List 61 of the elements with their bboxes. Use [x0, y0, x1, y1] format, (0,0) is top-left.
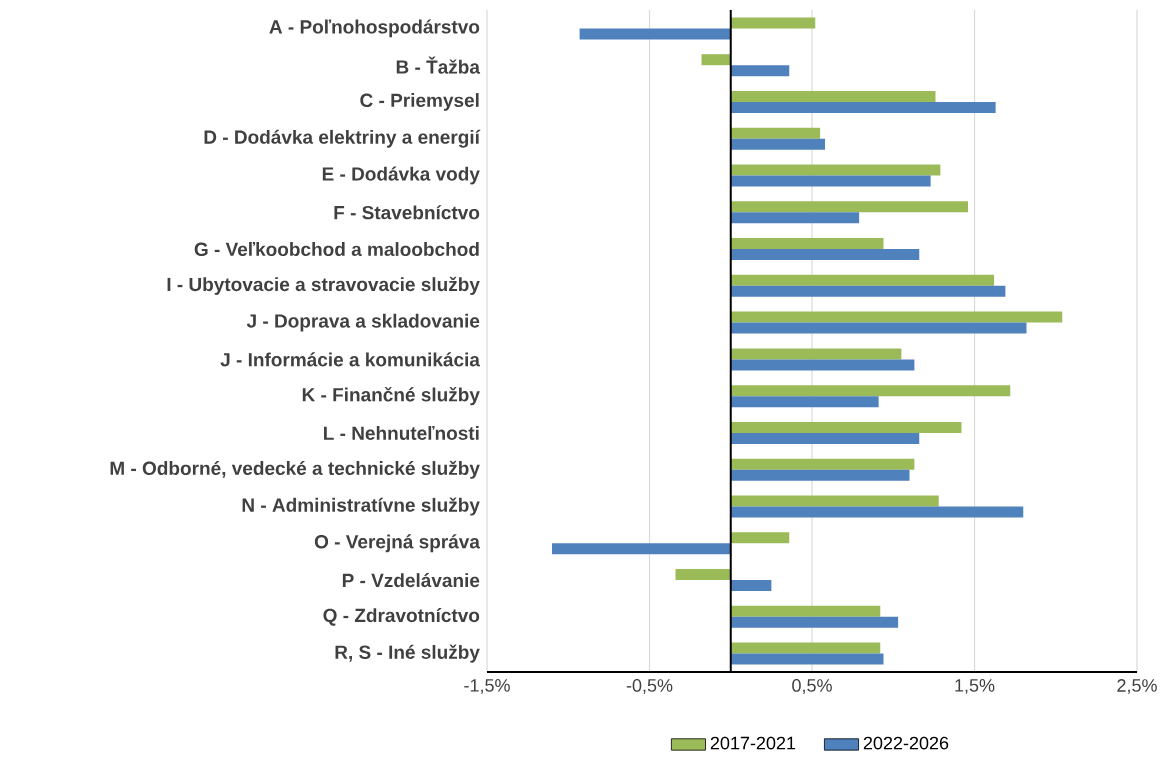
- bar: [730, 101, 996, 113]
- bar: [730, 469, 910, 481]
- y-tick-label: D - Dodávka elektriny a energií: [204, 129, 481, 148]
- y-tick-label: M - Odborné, vedecké a technické služby: [110, 460, 480, 479]
- bar: [730, 17, 816, 29]
- y-tick-label: A - Poľnohospodárstvo: [269, 19, 480, 38]
- bar: [730, 138, 825, 150]
- bar: [730, 432, 920, 444]
- bar: [730, 65, 790, 77]
- bar: [730, 164, 941, 176]
- bar: [730, 385, 1011, 397]
- bar: [730, 127, 821, 139]
- y-tick-label: O - Verejná správa: [314, 534, 481, 553]
- legend-label: 2017-2021: [710, 736, 796, 750]
- bar: [552, 543, 731, 555]
- y-tick-label: G - Veľkoobchod a maloobchod: [194, 242, 479, 257]
- bar: [730, 506, 1024, 518]
- legend-label: 2022-2026: [863, 736, 949, 750]
- bar: [730, 348, 902, 360]
- bar: [730, 201, 969, 213]
- y-tick-label: C - Priemysel: [360, 93, 479, 111]
- bar: [730, 642, 881, 654]
- y-tick-label: J - Doprava a skladovanie: [246, 313, 480, 332]
- bar: [701, 54, 731, 66]
- y-tick-label: R, S - Iné služby: [335, 644, 480, 663]
- bar: [730, 311, 1063, 323]
- x-tick-label: 0,5%: [792, 679, 832, 694]
- bar: [730, 285, 1006, 297]
- y-tick-label: P - Vzdelávanie: [342, 573, 480, 588]
- bar: [730, 616, 899, 628]
- y-tick-label: J - Informácie a komunikácia: [220, 352, 481, 367]
- bar: [730, 421, 962, 433]
- y-tick-label: N - Administratívne služby: [242, 497, 480, 516]
- y-tick-label: Q - Zdravotníctvo: [323, 608, 480, 626]
- bar: [730, 175, 931, 187]
- x-tick-label: 1,5%: [955, 679, 995, 694]
- bar: [730, 238, 884, 250]
- bar: [730, 249, 920, 261]
- bar: [579, 28, 731, 40]
- bar: [730, 274, 995, 286]
- x-tick-label: 2,5%: [1117, 679, 1157, 694]
- y-tick-label: I - Ubytovacie a stravovacie služby: [167, 276, 480, 295]
- y-tick-label: K - Finančné služby: [302, 387, 480, 406]
- bar: [730, 90, 936, 102]
- x-tick-label: -1,5%: [464, 679, 510, 694]
- x-tick-label: -0,5%: [626, 679, 673, 694]
- bar: [730, 605, 881, 617]
- bar: [730, 532, 790, 544]
- y-tick-label: L - Nehnuteľnosti: [324, 425, 479, 440]
- y-tick-label: E - Dodávka vody: [322, 166, 480, 185]
- bar: [730, 495, 939, 507]
- bar: [730, 653, 884, 665]
- y-tick-label: B - Ťažba: [396, 56, 481, 74]
- bar: [730, 580, 772, 592]
- bar: [675, 569, 731, 581]
- bar: [730, 458, 915, 470]
- bar: [730, 322, 1027, 334]
- bar: [730, 359, 915, 371]
- bar: [730, 212, 860, 224]
- bar: [730, 396, 879, 408]
- y-tick-label: F - Stavebníctvo: [334, 205, 480, 220]
